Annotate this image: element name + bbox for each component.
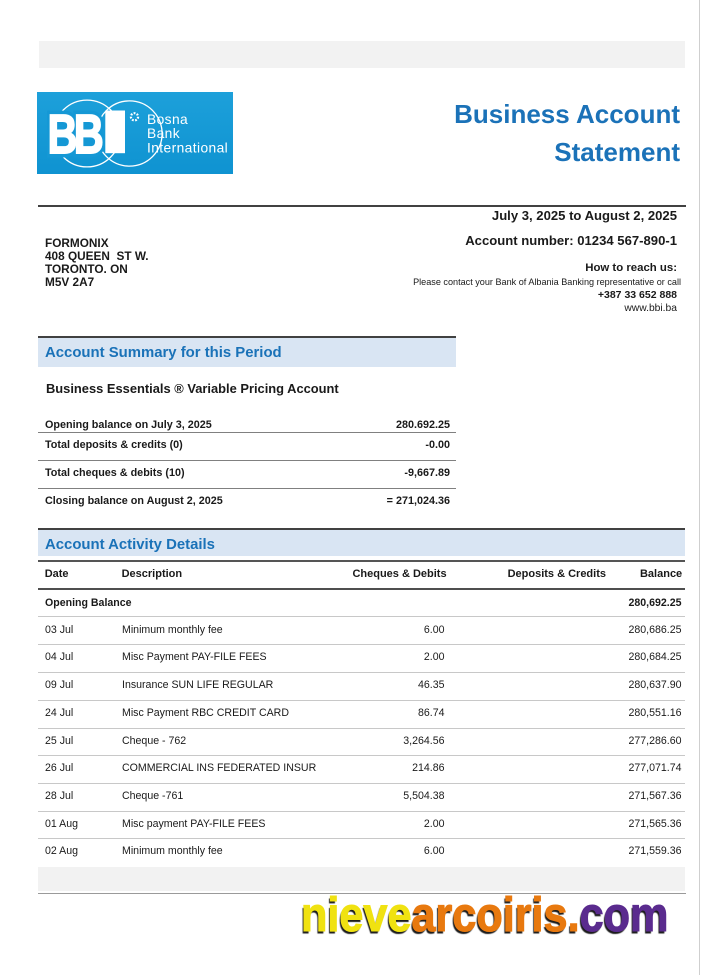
- svg-text:Bank: Bank: [147, 126, 180, 141]
- svg-text:BB: BB: [48, 105, 102, 166]
- svg-text:BB: BB: [48, 105, 102, 166]
- svg-text:International: International: [147, 141, 228, 156]
- svg-text:Bosna: Bosna: [147, 112, 188, 127]
